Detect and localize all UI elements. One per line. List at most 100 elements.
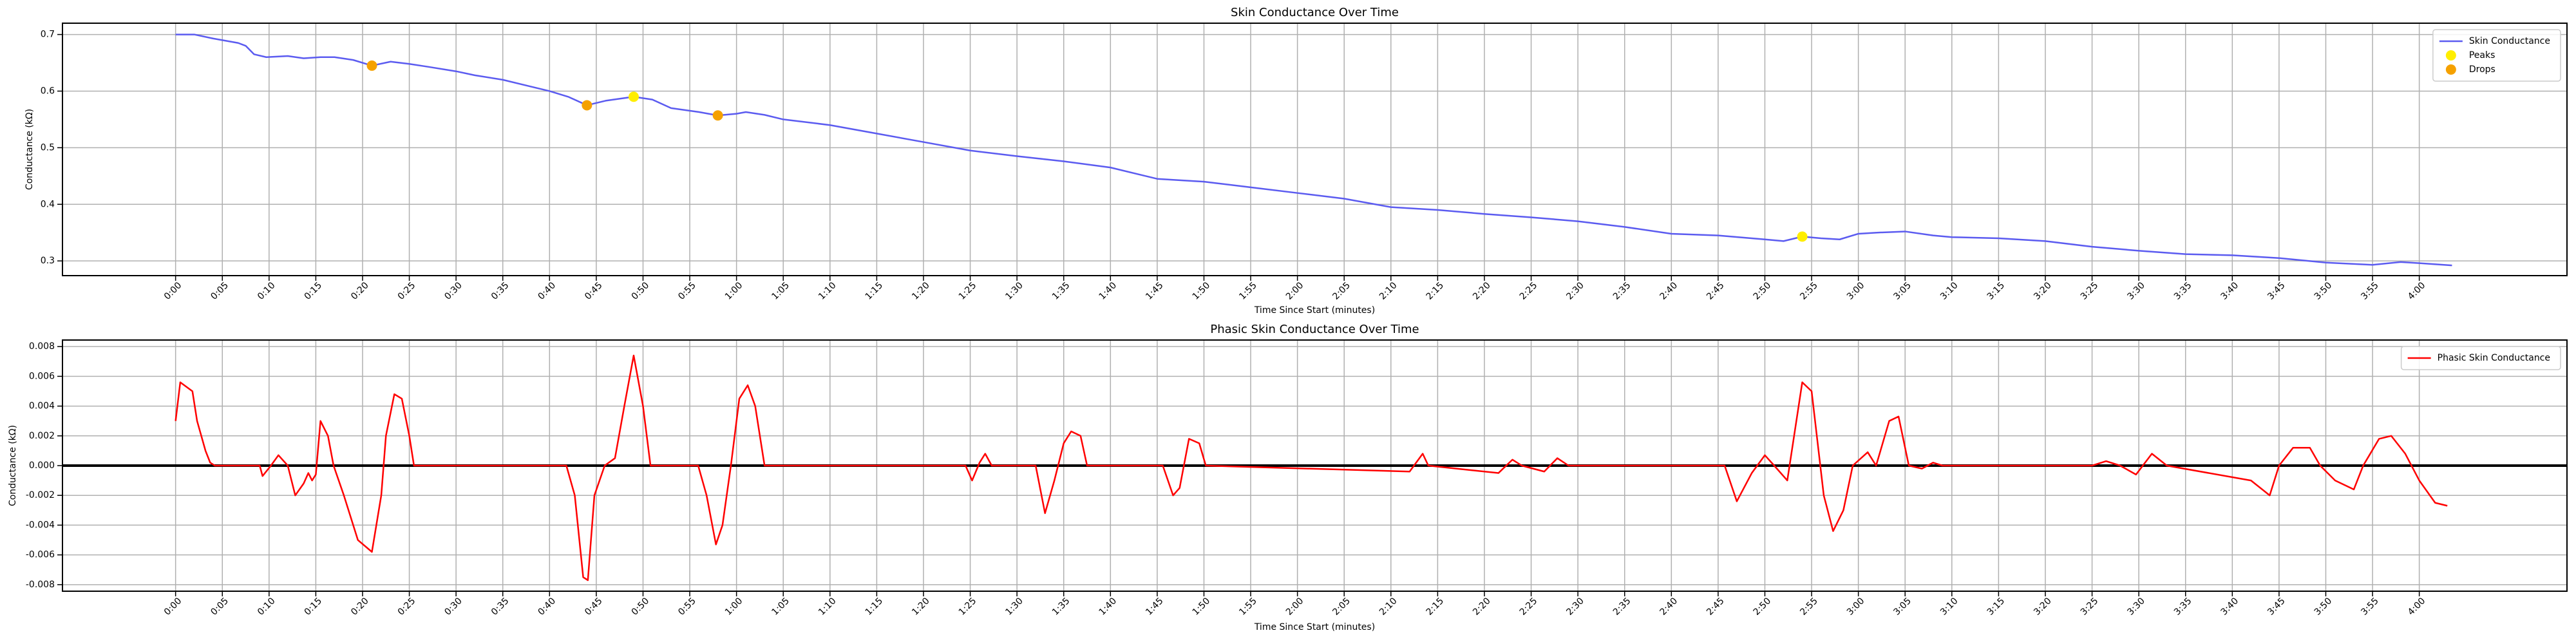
y-tick-label: 0.002	[29, 431, 55, 441]
chart-title: Skin Conductance Over Time	[1231, 6, 1399, 19]
x-tick-label: 2:10	[1378, 280, 1399, 302]
x-tick-label: 2:35	[1611, 280, 1633, 302]
x-tick-label: 2:30	[1564, 280, 1586, 302]
x-tick-label: 1:40	[1097, 280, 1119, 302]
x-tick-label: 2:55	[1798, 280, 1820, 302]
x-tick-label: 3:45	[2266, 280, 2287, 302]
x-tick-label: 2:35	[1611, 596, 1633, 618]
x-tick-label: 1:50	[1191, 280, 1213, 302]
y-tick-label: 0.5	[41, 142, 55, 153]
x-tick-label: 0:30	[442, 596, 464, 618]
x-tick-label: 3:00	[1845, 596, 1867, 618]
legend-label: Phasic Skin Conductance	[2438, 353, 2550, 363]
legend-marker	[2445, 50, 2456, 61]
x-tick-label: 0:20	[349, 596, 371, 618]
x-tick-label: 3:20	[2032, 596, 2054, 618]
x-tick-label: 2:40	[1658, 280, 1680, 302]
x-tick-label: 0:25	[396, 280, 418, 302]
y-tick-label: -0.004	[26, 520, 55, 530]
legend-frame	[2400, 346, 2561, 370]
y-tick-label: -0.008	[26, 580, 55, 590]
x-tick-label: 3:15	[1985, 280, 2007, 302]
axes-frame	[62, 23, 2568, 276]
x-axis-label: Time Since Start (minutes)	[1254, 622, 1375, 632]
x-tick-label: 2:45	[1705, 596, 1727, 618]
x-tick-label: 1:05	[770, 596, 791, 618]
axes-frame	[62, 339, 2568, 592]
x-tick-label: 1:10	[817, 596, 838, 618]
x-tick-label: 0:00	[162, 280, 184, 302]
y-tick-label: 0.008	[29, 341, 55, 352]
legend: Phasic Skin Conductance	[2400, 346, 2561, 370]
x-tick-label: 2:45	[1705, 280, 1727, 302]
x-tick-label: 3:05	[1891, 596, 1913, 618]
x-tick-label: 3:30	[2125, 280, 2147, 302]
x-tick-label: 3:35	[2172, 280, 2194, 302]
x-tick-label: 1:45	[1144, 280, 1166, 302]
x-tick-label: 4:00	[2406, 596, 2428, 618]
y-tick-label: 0.000	[29, 460, 55, 471]
x-tick-label: 2:30	[1564, 596, 1586, 618]
x-tick-label: 0:45	[583, 596, 605, 618]
x-tick-label: 1:30	[1003, 280, 1025, 302]
legend-frame	[2432, 29, 2561, 82]
x-tick-label: 1:15	[864, 596, 886, 618]
x-tick-label: 2:05	[1331, 596, 1352, 618]
x-tick-label: 3:20	[2032, 280, 2054, 302]
x-tick-label: 2:10	[1378, 596, 1399, 618]
x-tick-label: 0:25	[396, 596, 418, 618]
x-tick-label: 0:30	[442, 280, 464, 302]
x-tick-label: 3:00	[1845, 280, 1867, 302]
y-axis-label: Conductance (kΩ)	[24, 109, 35, 190]
x-tick-label: 2:15	[1425, 596, 1446, 618]
x-tick-label: 1:25	[957, 280, 979, 302]
x-tick-label: 2:55	[1798, 596, 1820, 618]
x-tick-label: 1:20	[910, 280, 932, 302]
scatter-point	[1797, 231, 1808, 242]
x-tick-label: 3:40	[2219, 280, 2241, 302]
x-tick-label: 3:10	[1938, 280, 1960, 302]
x-tick-label: 0:35	[489, 280, 511, 302]
data-line	[175, 354, 2448, 582]
x-tick-label: 0:10	[256, 280, 278, 302]
x-tick-label: 0:55	[676, 596, 698, 618]
x-tick-label: 0:20	[349, 280, 371, 302]
x-axis-label: Time Since Start (minutes)	[1254, 305, 1375, 316]
x-tick-label: 3:15	[1985, 596, 2007, 618]
x-tick-label: 1:15	[864, 280, 886, 302]
y-tick-label: 0.3	[41, 256, 55, 266]
x-tick-label: 3:40	[2219, 596, 2241, 618]
x-tick-label: 1:55	[1237, 280, 1259, 302]
plot-area: Skin Conductance Over Time Time Since Sta…	[24, 6, 2568, 316]
x-tick-label: 0:40	[536, 280, 558, 302]
x-tick-label: 0:00	[162, 596, 184, 618]
x-tick-label: 1:10	[817, 280, 838, 302]
legend: Skin Conductance Peaks Drops	[2432, 29, 2561, 82]
x-tick-label: 2:20	[1471, 596, 1493, 618]
scatter-point	[366, 60, 377, 71]
x-tick-label: 0:35	[489, 596, 511, 618]
y-tick-label: -0.002	[26, 490, 55, 500]
y-axis-label: Conductance (kΩ)	[8, 425, 18, 506]
x-tick-label: 1:45	[1144, 596, 1166, 618]
x-tick-label: 2:05	[1331, 280, 1352, 302]
data-line	[175, 33, 2452, 267]
x-tick-label: 3:25	[2079, 596, 2101, 618]
y-tick-label: -0.006	[26, 550, 55, 560]
x-tick-label: 1:00	[723, 280, 745, 302]
y-tick-label: 0.4	[41, 199, 55, 209]
legend-label: Skin Conductance	[2469, 36, 2550, 46]
y-tick-label: 0.6	[41, 86, 55, 96]
chart-title: Phasic Skin Conductance Over Time	[1210, 323, 1419, 336]
x-tick-label: 1:55	[1237, 596, 1259, 618]
legend-label: Drops	[2469, 64, 2496, 75]
x-tick-label: 1:50	[1191, 596, 1213, 618]
x-tick-label: 3:25	[2079, 280, 2101, 302]
x-tick-label: 1:35	[1050, 596, 1072, 618]
plot-area: Phasic Skin Conductance Over Time Time Si…	[8, 323, 2568, 632]
x-tick-label: 0:15	[303, 596, 325, 618]
x-tick-label: 2:40	[1658, 596, 1680, 618]
x-tick-label: 0:05	[209, 280, 231, 302]
x-tick-label: 3:10	[1938, 596, 1960, 618]
